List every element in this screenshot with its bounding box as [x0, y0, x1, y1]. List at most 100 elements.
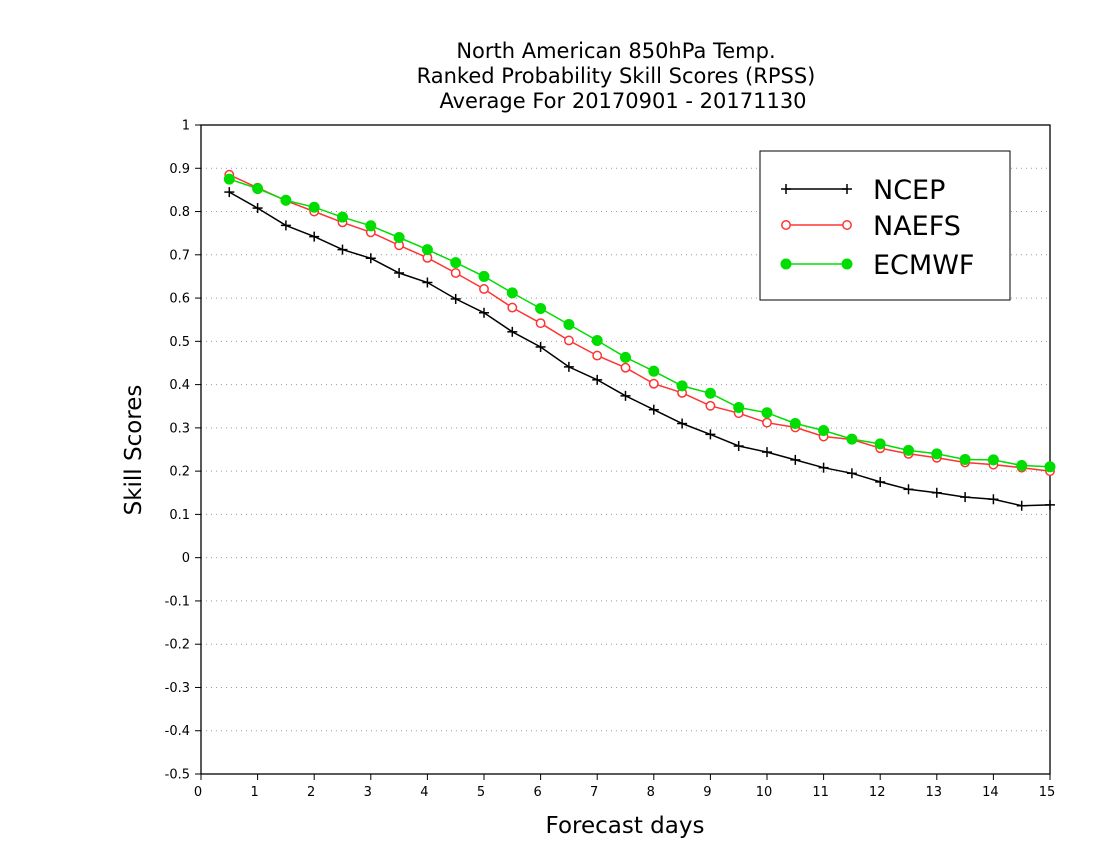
- data-point-ncep: [733, 441, 744, 452]
- data-point-ecmwf: [789, 418, 801, 430]
- y-axis-title: Skill Scores: [121, 385, 147, 516]
- data-point-ecmwf: [987, 454, 999, 466]
- data-point-ncep: [252, 203, 263, 214]
- data-point-ecmwf: [506, 287, 518, 299]
- chart-title-line-2: Ranked Probability Skill Scores (RPSS): [417, 64, 816, 88]
- data-point-ncep: [875, 476, 886, 487]
- data-point-ncep: [988, 494, 999, 505]
- data-point-ncep: [479, 307, 489, 318]
- data-series: [223, 169, 1056, 511]
- data-point-ncep: [648, 404, 659, 415]
- y-tick-label: 0.3: [169, 421, 190, 436]
- data-point-ncep: [790, 454, 801, 465]
- y-axis-ticks: 1 0.9 0.8 0.7 0.6 0.5 0.4 0.3 0.2 0.1 0 -0.1 -0.2 -0.…: [165, 119, 201, 783]
- data-point-ecmwf: [874, 438, 886, 450]
- data-point-ecmwf: [365, 220, 377, 232]
- legend-marker: [842, 220, 852, 230]
- data-point-ecmwf: [761, 407, 773, 419]
- data-point-naefs: [479, 284, 489, 294]
- y-tick-label: 1: [182, 119, 190, 134]
- data-point-ecmwf: [393, 231, 405, 243]
- data-point-naefs: [507, 302, 518, 313]
- data-point-ecmwf: [1016, 460, 1028, 472]
- x-tick-label: 2: [307, 785, 315, 800]
- x-tick-label: 14: [982, 785, 999, 800]
- series-naefs: [224, 169, 1055, 477]
- data-point-ncep: [846, 468, 857, 479]
- x-tick-label: 0: [194, 785, 202, 800]
- x-tick-label: 15: [1039, 785, 1056, 800]
- data-point-naefs: [535, 318, 546, 329]
- legend-item-ecmwf: ECMWF: [780, 250, 974, 281]
- data-point-ecmwf: [648, 365, 660, 377]
- data-point-ecmwf: [535, 302, 547, 314]
- data-point-ecmwf: [620, 351, 631, 363]
- x-axis-title: Forecast days: [546, 813, 705, 839]
- y-tick-label: 0.7: [169, 248, 190, 263]
- chart-title-line-1: North American 850hPa Temp.: [456, 39, 775, 63]
- data-point-ncep: [677, 418, 688, 429]
- data-point-ecmwf: [337, 211, 348, 223]
- y-tick-label: 0.9: [169, 162, 190, 177]
- series-ecmwf: [223, 173, 1056, 473]
- data-point-ncep: [931, 487, 942, 498]
- y-tick-label: -0.5: [165, 768, 190, 783]
- data-point-ecmwf: [252, 183, 264, 195]
- y-tick-label: 0: [182, 551, 190, 566]
- y-tick-label: -0.4: [165, 724, 190, 739]
- data-point-ecmwf: [591, 334, 603, 346]
- legend-item-ncep: NCEP: [781, 175, 945, 206]
- y-tick-label: -0.3: [165, 681, 190, 696]
- data-point-ecmwf: [223, 173, 235, 185]
- data-point-ncep: [337, 244, 348, 255]
- x-axis-ticks: 0 1 2 3 4 5 6 7 8 9 10 11 12 13 14 15: [194, 774, 1055, 800]
- data-point-ncep: [309, 231, 320, 242]
- data-point-ncep: [280, 220, 291, 231]
- legend-marker: [780, 258, 792, 270]
- x-tick-label: 4: [420, 785, 428, 800]
- chart-title-line-3: Average For 20170901 - 20171130: [439, 89, 806, 113]
- x-tick-label: 8: [647, 785, 655, 800]
- data-point-naefs: [563, 335, 574, 346]
- x-tick-label: 9: [703, 785, 711, 800]
- x-tick-label: 1: [250, 785, 258, 800]
- data-point-ncep: [620, 390, 631, 401]
- data-point-ncep: [818, 462, 829, 473]
- legend-marker: [781, 184, 791, 194]
- data-point-naefs: [450, 268, 461, 278]
- legend-marker: [842, 184, 852, 194]
- x-tick-label: 10: [756, 785, 773, 800]
- data-point-ncep: [422, 277, 433, 288]
- data-point-ncep: [535, 341, 546, 352]
- data-point-ncep: [224, 187, 235, 198]
- data-point-ncep: [1016, 500, 1027, 511]
- x-tick-label: 6: [533, 785, 541, 800]
- legend-item-naefs: NAEFS: [781, 211, 961, 242]
- data-point-ecmwf: [846, 433, 858, 445]
- data-point-ncep: [592, 374, 603, 385]
- data-point-ecmwf: [931, 448, 943, 460]
- legend-marker: [841, 258, 853, 270]
- y-tick-label: 0.1: [169, 508, 190, 523]
- data-point-ncep: [394, 267, 405, 278]
- x-tick-label: 5: [477, 785, 485, 800]
- data-point-ncep: [450, 293, 461, 304]
- data-point-naefs: [620, 362, 631, 373]
- plot-area-frame: [200, 124, 1051, 775]
- y-tick-label: -0.1: [165, 594, 190, 609]
- data-point-naefs: [762, 417, 772, 428]
- legend: NCEP NAEFS ECMWF: [759, 150, 1011, 301]
- chart-title: North American 850hPa Temp. Ranked Proba…: [417, 39, 816, 113]
- x-tick-label: 7: [590, 785, 598, 800]
- data-point-ecmwf: [959, 453, 971, 465]
- data-point-ncep: [563, 361, 574, 372]
- data-point-ecmwf: [704, 387, 716, 399]
- data-point-ecmwf: [1044, 461, 1056, 473]
- data-point-ecmwf: [280, 194, 292, 206]
- data-point-naefs: [648, 378, 659, 389]
- x-tick-label: 3: [364, 785, 372, 800]
- y-tick-label: 0.6: [169, 292, 190, 307]
- legend-label: ECMWF: [873, 250, 974, 281]
- data-point-ncep: [705, 429, 716, 440]
